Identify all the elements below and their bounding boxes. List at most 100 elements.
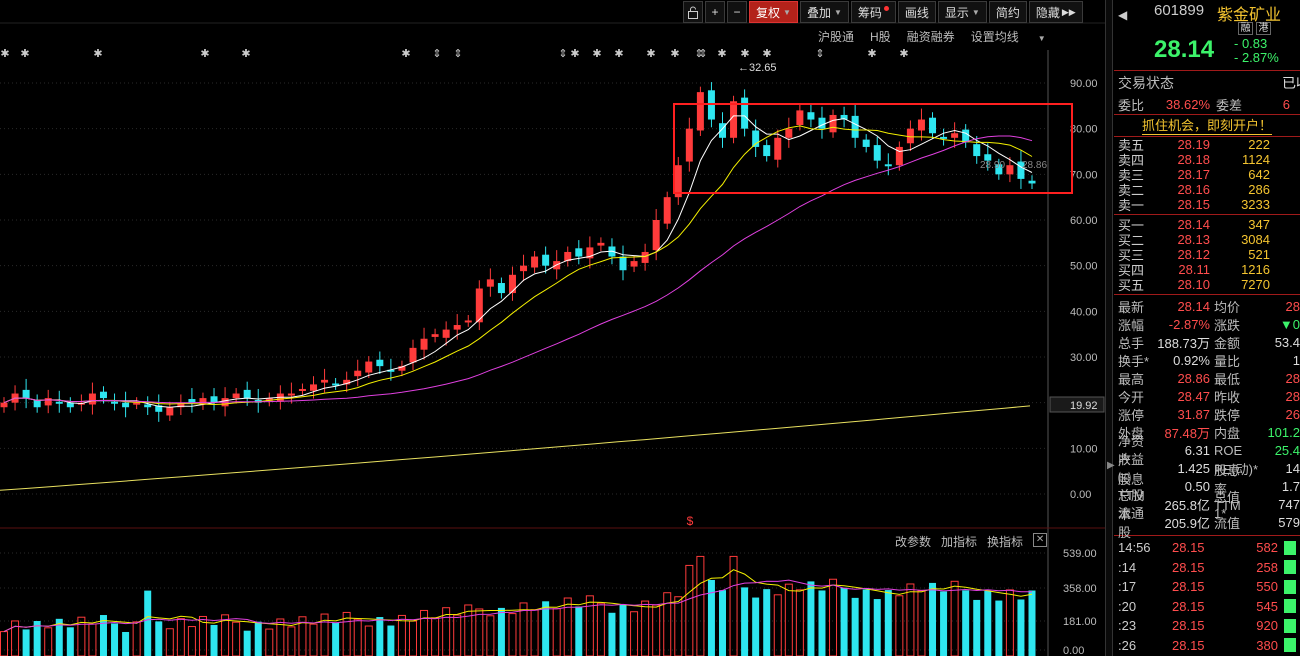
tick-volume: 258 bbox=[1256, 559, 1278, 575]
kline-chart-area[interactable]: 90.0080.0070.0060.0050.0040.0030.0020.00… bbox=[0, 0, 1105, 656]
ma-settings-link[interactable]: 设置均线 ▼ bbox=[971, 28, 1062, 45]
lock-icon[interactable] bbox=[683, 1, 703, 23]
up-volume-bar bbox=[652, 604, 661, 656]
up-volume-bar bbox=[685, 564, 694, 656]
down-candle bbox=[873, 145, 881, 161]
event-marker-icon: ✱ bbox=[0, 48, 9, 60]
quote-value: 28.86 bbox=[1177, 370, 1210, 386]
down-candle bbox=[995, 164, 1003, 175]
order-price: 28.19 bbox=[1177, 137, 1210, 152]
hgu-link[interactable]: H股 bbox=[870, 30, 891, 44]
down-candle bbox=[33, 399, 41, 408]
quote-value: 0.92% bbox=[1173, 352, 1210, 368]
zoom-out-button[interactable]: − bbox=[727, 1, 747, 23]
close-icon[interactable]: ✕ bbox=[1033, 533, 1048, 547]
xianshi-button[interactable]: 显示 ▼ bbox=[937, 1, 987, 23]
up-candle bbox=[796, 110, 804, 126]
down-candle bbox=[973, 144, 981, 157]
order-volume: 3233 bbox=[1241, 197, 1270, 212]
up-candle bbox=[88, 393, 96, 405]
weibi-value: 38.62% bbox=[1165, 96, 1210, 112]
tick-time: :20 bbox=[1118, 598, 1137, 614]
caret-down-icon: ▼ bbox=[783, 7, 791, 17]
chouma-button[interactable]: 筹码 bbox=[850, 1, 896, 23]
up-candle bbox=[310, 384, 318, 391]
down-candle bbox=[387, 369, 395, 372]
volume-axis-label: 0.00 bbox=[1063, 645, 1084, 656]
huaxian-button[interactable]: 画线 bbox=[897, 1, 936, 23]
down-volume-bar bbox=[884, 590, 892, 656]
ma-value-label: 28.90 bbox=[980, 160, 1005, 171]
up-volume-bar bbox=[187, 626, 196, 656]
order-level-label: 卖一 bbox=[1118, 198, 1145, 213]
quote-value: ▼0 bbox=[1279, 316, 1300, 332]
panel-splitter[interactable]: ▶ bbox=[1105, 0, 1115, 656]
quote-label: 流通股 bbox=[1118, 506, 1145, 540]
tick-direction-indicator bbox=[1284, 599, 1296, 614]
order-level-label: 卖五 bbox=[1118, 138, 1145, 153]
order-book-row[interactable]: 卖二 28.16 286 bbox=[1114, 182, 1300, 198]
down-volume-bar bbox=[984, 590, 992, 656]
up-candle bbox=[630, 261, 638, 267]
add-indicator-button[interactable]: 加指标 bbox=[941, 535, 978, 549]
order-book-row[interactable]: 卖一 28.15 3233 bbox=[1114, 197, 1300, 213]
order-book-row[interactable]: 买五 28.10 7270 bbox=[1114, 277, 1300, 293]
event-marker-icon: ✱ bbox=[762, 48, 771, 60]
order-book-sell: 卖五 28.19 222 卖四 28.18 1124 卖三 28.17 642 卖二 28.16 28… bbox=[1114, 137, 1300, 213]
down-volume-bar bbox=[99, 615, 107, 656]
order-price: 28.18 bbox=[1177, 152, 1210, 167]
price-axis-label: 30.00 bbox=[1070, 352, 1098, 364]
quote-row: 收益㈢ 1.425 PE(动)* 14 bbox=[1114, 452, 1300, 486]
trade-status-label: 交易状态 bbox=[1118, 74, 1174, 91]
up-volume-bar bbox=[287, 626, 296, 656]
collapse-left-icon[interactable]: ◀ bbox=[1118, 8, 1128, 22]
fuquan-button[interactable]: 复权 ▼ bbox=[749, 1, 798, 23]
up-volume-bar bbox=[795, 589, 804, 656]
quote-row: 最新 28.14 均价 28 bbox=[1114, 297, 1300, 315]
order-book-row[interactable]: 卖五 28.19 222 bbox=[1114, 137, 1300, 153]
hugutong-link[interactable]: 沪股通 bbox=[818, 30, 855, 44]
down-candle bbox=[144, 404, 152, 408]
up-volume-bar bbox=[453, 614, 462, 656]
up-volume-bar bbox=[784, 583, 793, 656]
quote-label: 总值1* bbox=[1214, 490, 1241, 521]
ma10-line bbox=[3, 125, 1033, 406]
jianjie-button[interactable]: 简约 bbox=[988, 1, 1027, 23]
up-candle bbox=[531, 256, 539, 268]
down-volume-bar bbox=[995, 600, 1003, 656]
current-price-label: 19.92 bbox=[1070, 400, 1098, 412]
up-candle bbox=[774, 137, 782, 160]
quote-value: 188.73万 bbox=[1157, 335, 1210, 351]
expand-arrow-icon[interactable]: ▶ bbox=[1107, 460, 1115, 471]
event-marker-icon: ✱ bbox=[20, 48, 29, 60]
stock-name[interactable]: 紫金矿业 bbox=[1217, 7, 1282, 24]
order-book-row[interactable]: 买四 28.11 1216 bbox=[1114, 262, 1300, 278]
switch-indicator-button[interactable]: 换指标 bbox=[987, 535, 1024, 549]
yincang-button[interactable]: 隐藏 ▶▶ bbox=[1028, 1, 1083, 23]
open-account-banner[interactable]: 抓住机会，即刻开户！ bbox=[1114, 114, 1300, 135]
order-price: 28.10 bbox=[1177, 277, 1210, 292]
kline-chart-svg[interactable]: 90.0080.0070.0060.0050.0040.0030.0020.00… bbox=[0, 0, 1105, 656]
quote-label: 股息TTM bbox=[1118, 472, 1145, 503]
yincang-label: 隐藏 bbox=[1035, 5, 1060, 20]
down-volume-bar bbox=[33, 621, 41, 656]
quote-value: 205.9亿 bbox=[1164, 515, 1210, 531]
zoom-in-button[interactable]: + bbox=[705, 1, 725, 23]
change-params-button[interactable]: 改参数 bbox=[895, 535, 932, 549]
up-volume-bar bbox=[663, 592, 672, 656]
down-candle bbox=[851, 115, 859, 138]
quote-value: 1 bbox=[1292, 352, 1300, 368]
down-candle bbox=[155, 405, 163, 412]
vol-ma10-line bbox=[3, 579, 1033, 633]
open-account-link[interactable]: 抓住机会，即刻开户！ bbox=[1141, 115, 1272, 135]
order-book-row[interactable]: 卖三 28.17 642 bbox=[1114, 167, 1300, 183]
tick-list[interactable]: 14:56 28.15 582:14 28.15 258:17 28.15 550:20 28… bbox=[1114, 535, 1300, 655]
order-book-row[interactable]: 买一 28.14 347 bbox=[1114, 217, 1300, 233]
diejia-button[interactable]: 叠加 ▼ bbox=[799, 1, 849, 23]
order-book-row[interactable]: 买二 28.13 3084 bbox=[1114, 232, 1300, 248]
order-book-row[interactable]: 卖四 28.18 1124 bbox=[1114, 152, 1300, 168]
rongzi-link[interactable]: 融资融券 bbox=[906, 30, 955, 44]
order-book-row[interactable]: 买三 28.12 521 bbox=[1114, 247, 1300, 263]
down-volume-bar bbox=[707, 579, 715, 656]
tick-volume: 545 bbox=[1256, 598, 1278, 614]
